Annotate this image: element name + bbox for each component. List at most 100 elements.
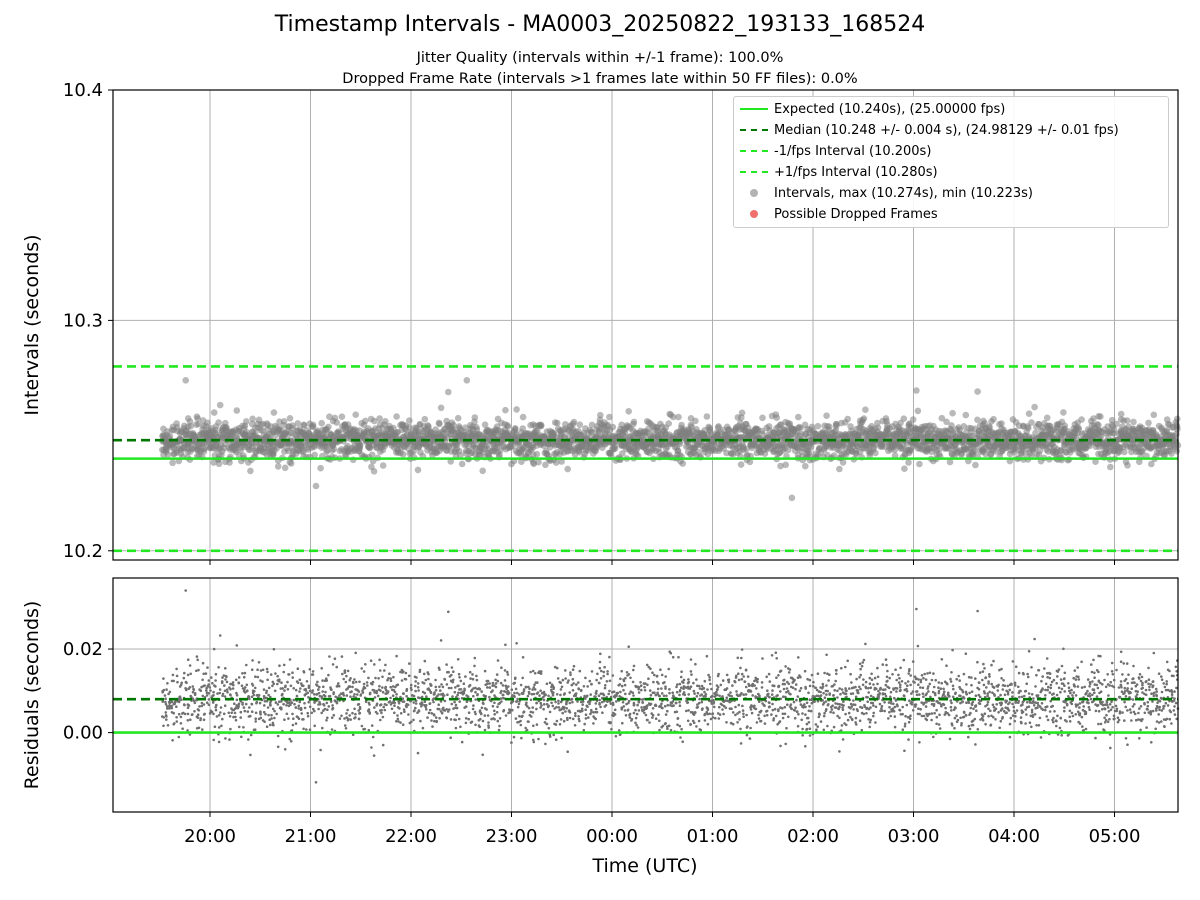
residual-point (212, 694, 215, 697)
residual-point (608, 689, 611, 693)
residual-point (503, 679, 507, 682)
residual-point (627, 673, 631, 676)
residual-point (377, 677, 380, 680)
interval-point (195, 420, 202, 428)
residual-point (402, 670, 405, 673)
residual-point (547, 694, 550, 698)
residual-point (436, 694, 439, 698)
residual-point (243, 709, 247, 713)
residual-point (557, 699, 560, 703)
interval-point (692, 417, 699, 425)
residual-point (375, 704, 378, 707)
residual-point (303, 702, 306, 705)
residual-point (382, 705, 386, 709)
residual-point (510, 741, 513, 744)
residual-point (256, 668, 259, 671)
residual-point (380, 708, 383, 712)
residual-point (423, 700, 427, 703)
residual-point (557, 702, 560, 705)
residual-point (496, 719, 500, 723)
residual-point (322, 685, 325, 689)
interval-point (513, 406, 520, 413)
interval-point (294, 420, 302, 427)
residual-point (319, 748, 322, 752)
residual-point (496, 679, 500, 683)
residual-point (519, 683, 523, 687)
residual-point (414, 702, 418, 705)
residual-point (202, 672, 205, 676)
residual-point (207, 683, 210, 686)
residual-point (519, 723, 523, 727)
residual-point (548, 710, 552, 714)
residual-point (584, 717, 588, 720)
residual-point (578, 669, 582, 673)
residual-point (289, 684, 293, 688)
residual-point (254, 717, 257, 720)
residual-point (370, 746, 373, 749)
residual-point (470, 720, 474, 724)
residual-point (420, 701, 424, 704)
residual-point (353, 693, 356, 696)
residual-point (599, 677, 603, 680)
interval-point (874, 424, 882, 432)
residual-point (360, 667, 364, 670)
residual-point (180, 698, 183, 702)
residual-point (536, 691, 540, 694)
residual-point (253, 728, 257, 731)
residual-point (237, 676, 241, 679)
residual-point (453, 700, 456, 704)
chart-title: Timestamp Intervals - MA0003_20250822_19… (274, 12, 926, 37)
residual-point (173, 722, 176, 725)
interval-point (597, 411, 604, 419)
residual-point (341, 672, 344, 676)
residual-point (594, 702, 598, 705)
residual-point (389, 685, 393, 689)
residual-point (243, 686, 247, 689)
residual-point (214, 672, 218, 676)
residual-point (351, 685, 354, 689)
residual-point (337, 682, 340, 685)
residual-point (565, 702, 568, 706)
residual-point (414, 684, 417, 688)
residual-point (466, 695, 470, 698)
residual-point (578, 719, 581, 723)
residual-point (217, 740, 221, 744)
residual-point (325, 701, 329, 705)
residual-point (531, 706, 534, 709)
residual-point (445, 683, 449, 686)
residual-point (337, 684, 341, 688)
residual-point (212, 738, 215, 742)
residual-point (372, 754, 376, 757)
interval-point (376, 415, 383, 422)
residual-point (272, 647, 276, 651)
residual-point (595, 710, 599, 714)
interval-point (1097, 413, 1104, 420)
residual-point (495, 673, 499, 676)
residual-point (514, 676, 517, 680)
interval-point (679, 460, 686, 467)
residual-point (282, 670, 286, 674)
residual-point (552, 686, 556, 689)
residual-point (221, 717, 224, 721)
residual-point (453, 690, 457, 694)
residual-point (569, 671, 572, 674)
residual-point (331, 663, 335, 666)
residual-point (330, 716, 334, 719)
residual-point (469, 677, 472, 680)
residual-point (302, 684, 305, 688)
residual-point (296, 681, 300, 684)
residual-point (276, 745, 280, 749)
residual-point (383, 708, 387, 712)
residual-point (388, 700, 392, 703)
residual-point (556, 677, 560, 680)
residual-point (283, 748, 287, 751)
residual-point (311, 689, 315, 692)
residual-point (487, 721, 490, 724)
residual-point (459, 725, 462, 729)
residual-point (165, 715, 168, 718)
residual-point (495, 711, 499, 714)
residual-point (184, 589, 187, 592)
residual-point (442, 706, 445, 710)
residual-point (213, 725, 217, 728)
residual-point (214, 708, 218, 712)
